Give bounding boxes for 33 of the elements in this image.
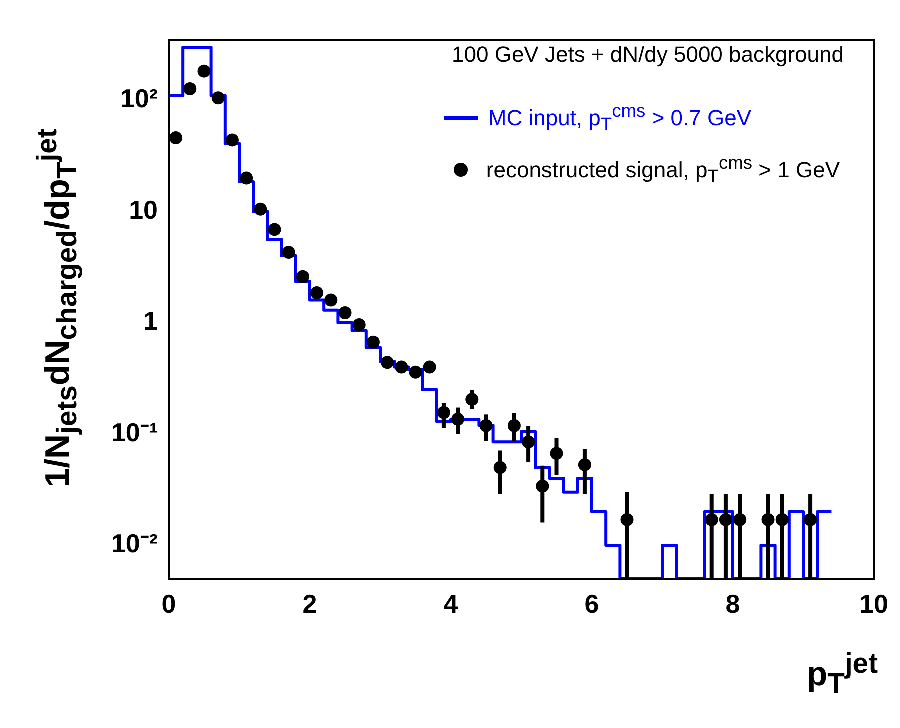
point	[226, 134, 239, 147]
point	[240, 172, 254, 185]
x-tick-label: 4	[444, 588, 459, 619]
y-tick-label: 10²	[120, 84, 158, 114]
point	[212, 92, 225, 105]
y-tick-label: 1	[144, 306, 158, 336]
point	[170, 132, 183, 145]
x-tick-label: 2	[302, 588, 318, 619]
point	[409, 366, 422, 379]
y-tick-label: 10	[129, 194, 158, 225]
x-tick-label: 10	[860, 588, 888, 619]
x-tick-label: 0	[162, 588, 176, 619]
point	[352, 318, 366, 332]
point	[381, 356, 394, 370]
y-tick-label: 10⁻¹	[111, 417, 158, 448]
point	[198, 64, 211, 78]
point	[338, 306, 352, 320]
point	[366, 336, 380, 349]
x-tick-label: 6	[584, 588, 600, 619]
point	[268, 223, 282, 236]
point	[310, 286, 324, 300]
point	[423, 360, 436, 374]
chart-title: 100 GeV Jets + dN/dy 5000 background	[452, 42, 844, 68]
point	[254, 202, 268, 216]
legend-label: reconstructed signal, p$_{T}$$^{cms}$ > 1 GeV	[486, 152, 840, 188]
legend-label: MC input, p$_{T}$$^{cms}$ > 0.7 GeV	[488, 100, 752, 136]
point	[296, 270, 310, 284]
point	[184, 82, 197, 96]
point	[395, 360, 408, 374]
point	[324, 294, 338, 307]
x-tick-label: 8	[726, 588, 740, 619]
point	[282, 246, 296, 260]
y-tick-label: 10⁻²	[111, 528, 158, 559]
